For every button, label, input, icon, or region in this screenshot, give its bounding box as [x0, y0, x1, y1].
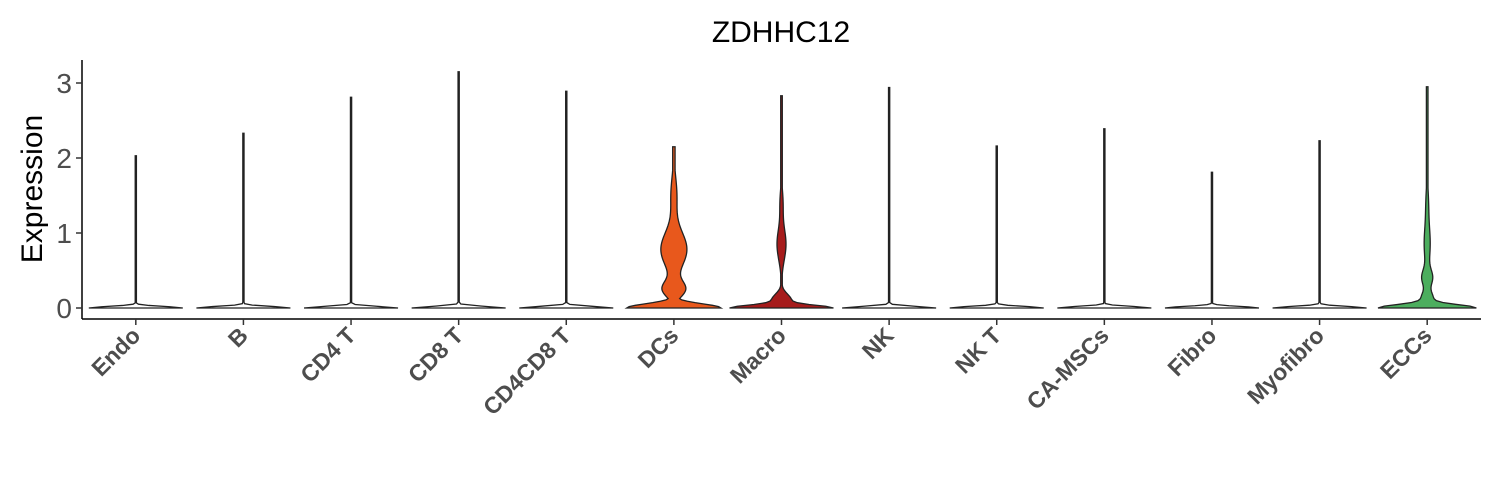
violin-cd8-t: [411, 71, 506, 309]
violin-eccs: [1377, 86, 1477, 309]
x-tick-label: CD4CD8 T: [478, 322, 576, 420]
x-tick-label: ECCs: [1375, 322, 1437, 384]
x-tick-label: CD4 T: [295, 322, 360, 387]
x-tick-label: Myofibro: [1242, 322, 1329, 409]
y-tick-label: 0: [56, 293, 72, 324]
x-tick-label: NK T: [950, 322, 1006, 378]
violin-b: [196, 132, 291, 309]
violin-cd4cd8-t: [519, 90, 614, 309]
violin-nk: [842, 86, 937, 309]
x-tick-label: Macro: [725, 322, 791, 388]
violin-ca-mscs: [1057, 128, 1152, 309]
violin-myofibro: [1272, 140, 1367, 309]
x-tick-label: B: [223, 322, 253, 352]
chart-title: ZDHHC12: [712, 16, 850, 49]
violin-cd4-t: [303, 96, 399, 309]
x-tick-label: Fibro: [1162, 322, 1221, 381]
violin-fibro: [1164, 171, 1260, 309]
violin-dcs: [624, 146, 724, 309]
y-tick-label: 1: [56, 218, 72, 249]
y-axis: 0 1 2 3: [56, 60, 83, 324]
x-tick-label: CD8 T: [403, 322, 468, 387]
x-tick-label: Endo: [86, 322, 145, 381]
x-tick-label: DCs: [632, 322, 683, 373]
x-tick-labels: Endo B CD4 T CD8 T CD4CD8 T DCs Macro NK NK T CA-…: [86, 319, 1437, 420]
violin-macro: [729, 95, 834, 309]
y-tick-label: 3: [56, 68, 72, 99]
violins: [88, 71, 1477, 309]
x-tick-label: NK: [857, 322, 899, 364]
violin-nk-t: [949, 145, 1044, 309]
y-tick-label: 2: [56, 143, 72, 174]
y-axis-label: Expression: [16, 115, 49, 263]
x-tick-label: CA-MSCs: [1021, 322, 1113, 414]
violin-endo: [88, 155, 183, 309]
